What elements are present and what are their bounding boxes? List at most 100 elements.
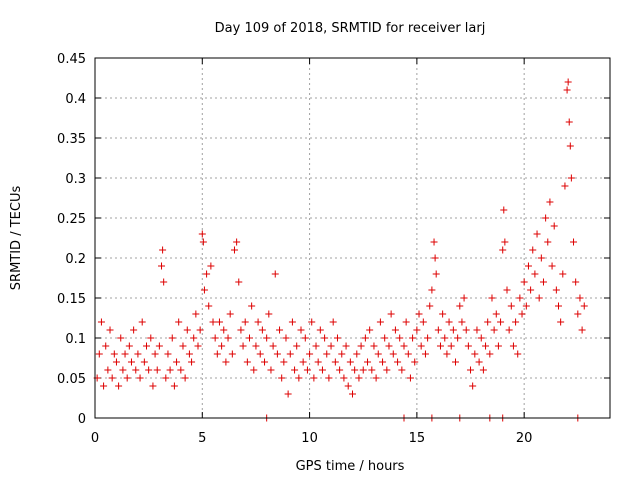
data-point [168,334,176,342]
data-point [552,286,560,294]
data-point [147,334,155,342]
data-point [284,390,292,398]
data-point [424,334,432,342]
data-point [464,342,472,350]
data-point [190,334,198,342]
data-point [248,302,256,310]
data-point [329,318,337,326]
data-point [344,382,352,390]
data-point [570,238,578,246]
data-point [134,350,142,358]
data-point [108,374,116,382]
data-point [533,230,541,238]
data-point [252,342,260,350]
data-point [398,366,406,374]
data-point [112,358,120,366]
data-point [138,318,146,326]
data-point [267,366,275,374]
data-point [342,342,350,350]
data-point [338,350,346,358]
data-point [512,318,520,326]
data-point [514,350,522,358]
data-point [312,342,320,350]
data-point [125,342,133,350]
data-point [539,278,547,286]
data-point [426,302,434,310]
data-point [269,342,277,350]
data-point [261,358,269,366]
data-point [199,238,207,246]
data-point [243,358,251,366]
data-point [522,302,530,310]
data-point [494,342,502,350]
data-point [346,358,354,366]
data-point [173,358,181,366]
data-point [447,342,455,350]
plot-frame [94,57,611,419]
data-point [443,350,451,358]
data-point [327,342,335,350]
data-point [100,382,108,390]
data-point [222,358,230,366]
x-tick-label: 0 [91,431,99,446]
data-point [132,366,140,374]
data-point [192,310,200,318]
y-tick-label: 0.2 [65,252,86,267]
data-point [580,302,588,310]
y-tick-label: 0.05 [57,372,86,387]
data-point [194,342,202,350]
data-point [477,334,485,342]
data-point [207,262,215,270]
data-point [351,366,359,374]
data-point [263,334,271,342]
data-point [303,366,311,374]
y-tick-label: 0.45 [57,52,86,67]
data-point [492,310,500,318]
data-point [460,294,468,302]
data-point [177,366,185,374]
data-point [555,302,562,310]
data-point [409,334,417,342]
y-tick-label: 0.3 [65,172,86,187]
data-point [387,310,395,318]
data-point [445,318,453,326]
data-point [239,342,247,350]
data-point [475,358,483,366]
data-point [258,326,266,334]
data-point [127,358,135,366]
data-point [576,294,584,302]
data-point [546,198,554,206]
data-point [374,350,382,358]
data-point [273,350,281,358]
data-point [230,246,238,254]
data-point [486,350,494,358]
data-point [102,342,110,350]
data-point [413,326,421,334]
data-point [155,342,163,350]
data-point [355,374,363,382]
data-point [123,374,131,382]
data-point [527,286,535,294]
data-point [325,374,333,382]
data-point [537,254,545,262]
data-point [220,326,228,334]
data-point [372,374,380,382]
data-point [175,318,183,326]
data-point [368,366,376,374]
x-tick-label: 10 [301,431,318,446]
data-point [198,230,206,238]
data-point [97,318,105,326]
grid-lines [95,58,610,418]
data-point [359,366,367,374]
data-point [280,358,288,366]
data-point [482,342,490,350]
chart-title: Day 109 of 2018, SRMTID for receiver lar… [215,21,486,36]
data-point [456,302,464,310]
y-tick-label: 0.15 [57,292,86,307]
data-point [548,262,556,270]
data-point [310,374,318,382]
data-point [524,262,532,270]
data-point [516,294,524,302]
data-point [370,342,378,350]
